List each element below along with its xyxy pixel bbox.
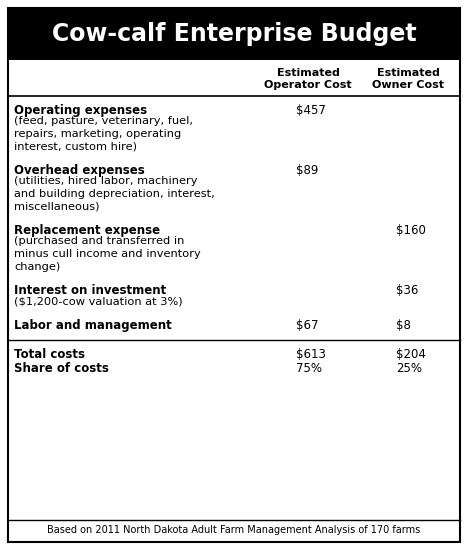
Text: change): change) — [14, 261, 60, 272]
Text: $204: $204 — [396, 348, 426, 360]
Bar — [8, 8, 460, 60]
Text: 25%: 25% — [396, 362, 422, 375]
Text: miscellaneous): miscellaneous) — [14, 201, 100, 212]
Text: Estimated: Estimated — [377, 68, 439, 78]
Text: $89: $89 — [296, 164, 318, 177]
Text: (utilities, hired labor, machinery: (utilities, hired labor, machinery — [14, 177, 197, 186]
Text: Share of costs: Share of costs — [14, 362, 109, 375]
Text: and building depreciation, interest,: and building depreciation, interest, — [14, 189, 215, 199]
Text: $613: $613 — [296, 348, 326, 360]
Text: Operator Cost: Operator Cost — [264, 80, 352, 90]
Text: interest, custom hire): interest, custom hire) — [14, 141, 137, 151]
Text: (feed, pasture, veterinary, fuel,: (feed, pasture, veterinary, fuel, — [14, 117, 193, 126]
Text: Overhead expenses: Overhead expenses — [14, 164, 145, 177]
Text: repairs, marketing, operating: repairs, marketing, operating — [14, 129, 181, 139]
Text: $160: $160 — [396, 224, 426, 237]
Text: Labor and management: Labor and management — [14, 319, 172, 332]
Text: Replacement expense: Replacement expense — [14, 224, 160, 237]
Text: $8: $8 — [396, 319, 411, 332]
Text: $36: $36 — [396, 284, 418, 297]
Text: Cow-calf Enterprise Budget: Cow-calf Enterprise Budget — [51, 22, 417, 46]
Text: 75%: 75% — [296, 362, 322, 375]
Text: Owner Cost: Owner Cost — [372, 80, 444, 90]
Text: ($1,200-cow valuation at 3%): ($1,200-cow valuation at 3%) — [14, 296, 183, 306]
Text: Estimated: Estimated — [277, 68, 339, 78]
Text: Based on 2011 North Dakota Adult Farm Management Analysis of 170 farms: Based on 2011 North Dakota Adult Farm Ma… — [47, 525, 421, 535]
Text: $457: $457 — [296, 104, 326, 117]
Text: Operating expenses: Operating expenses — [14, 104, 147, 117]
Text: minus cull income and inventory: minus cull income and inventory — [14, 249, 201, 259]
Text: (purchased and transferred in: (purchased and transferred in — [14, 236, 184, 246]
Text: $67: $67 — [296, 319, 319, 332]
Text: Interest on investment: Interest on investment — [14, 284, 166, 297]
Text: Total costs: Total costs — [14, 348, 85, 360]
